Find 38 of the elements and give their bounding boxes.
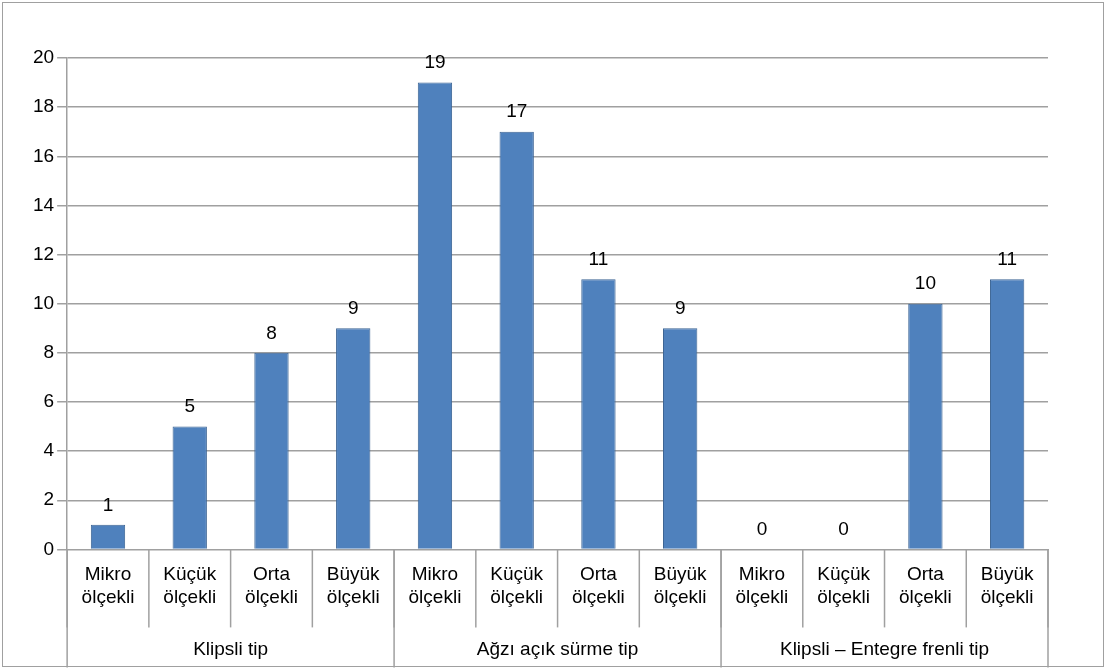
data-label: 9 xyxy=(674,297,686,318)
data-label: 10 xyxy=(914,272,936,294)
x-tick-label: Orta ölçekli xyxy=(245,563,298,607)
x-tick-label: Büyük ölçekli xyxy=(326,563,381,607)
x-tick-label: Küçük ölçekli xyxy=(817,563,871,607)
y-tick-label: 20 xyxy=(32,46,55,68)
x-tick-label: Mikro ölçekli xyxy=(735,563,789,607)
x-tick-label: Orta ölçekli xyxy=(572,563,625,607)
y-tick-label: 12 xyxy=(32,242,55,264)
data-label: 9 xyxy=(347,297,359,318)
y-tick-label: 16 xyxy=(32,144,55,166)
x-tick-label: Orta ölçekli xyxy=(898,563,952,607)
x-tick-label: Büyük ölçekli xyxy=(980,563,1035,607)
y-tick-label: 8 xyxy=(43,341,55,363)
x-tick-label: Mikro ölçekli xyxy=(81,563,135,607)
text: Klipsli tip xyxy=(193,637,269,659)
x-tick-label: Küçük ölçekli xyxy=(163,563,217,607)
data-label: 5 xyxy=(184,395,196,417)
data-label: 0 xyxy=(838,518,849,540)
text: Ağzı açık sürme tip xyxy=(476,637,639,659)
y-tick-label: 6 xyxy=(43,390,55,412)
data-label: 17 xyxy=(506,100,528,122)
y-tick-label: 18 xyxy=(32,95,55,117)
data-label: 11 xyxy=(588,247,609,269)
x-tick-label: Mikro ölçekli xyxy=(408,563,462,607)
y-tick-label: 14 xyxy=(32,193,55,215)
y-tick-label: 2 xyxy=(43,488,55,510)
data-label: 1 xyxy=(102,493,114,515)
y-tick-label: 4 xyxy=(43,439,55,461)
x-tick-label: Büyük ölçekli xyxy=(653,563,708,607)
data-label: 11 xyxy=(997,247,1017,269)
x-tick-label: Küçük ölçekli xyxy=(490,563,544,607)
data-label: 0 xyxy=(756,518,768,540)
y-tick-label: 10 xyxy=(32,291,55,313)
text: Klipsli – Entegre frenli tip xyxy=(779,637,990,659)
y-tick-label: 0 xyxy=(43,537,55,559)
data-label: 8 xyxy=(266,321,277,343)
data-label: 19 xyxy=(424,51,446,73)
